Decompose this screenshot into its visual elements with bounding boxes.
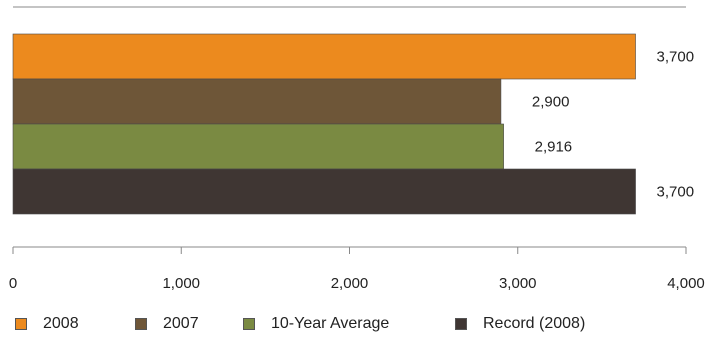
bar-2007	[12, 78, 502, 125]
x-tick-label: 3,000	[499, 275, 537, 292]
value-label: 2,916	[535, 139, 573, 156]
x-axis-ticks: 0 1,000 2,000 3,000 4,000	[9, 247, 705, 292]
legend-item: 10-Year Average	[243, 312, 389, 336]
legend-swatch	[243, 318, 255, 330]
x-tick-label: 1,000	[162, 275, 200, 292]
legend-label: 10-Year Average	[271, 315, 390, 332]
x-tick-label: 4,000	[667, 275, 705, 292]
legend-label: Record (2008)	[483, 315, 586, 332]
value-labels-group: 3,700 2,900 2,916 3,700	[532, 49, 694, 201]
x-tick-label: 2,000	[331, 275, 369, 292]
x-tick-label: 0	[9, 275, 17, 292]
bar-chart: 3,700 2,900 2,916 3,700 0 1,000 2,000 3,000 4,0…	[9, 6, 705, 292]
value-label: 2,900	[532, 94, 570, 111]
value-label: 3,700	[657, 49, 695, 66]
legend-swatch	[15, 318, 27, 330]
legend-label: 2008	[43, 315, 79, 332]
legend-item: 2007	[135, 312, 199, 336]
value-label: 3,700	[657, 184, 695, 201]
bar-2008	[12, 33, 636, 80]
bars-group	[12, 33, 636, 215]
legend-label: 2007	[163, 315, 199, 332]
legend-item: Record (2008)	[455, 312, 585, 336]
legend-swatch	[135, 318, 147, 330]
bar-record-2008	[12, 168, 636, 215]
legend: 2008 2007 10-Year Average Record (2008)	[0, 312, 713, 338]
legend-item: 2008	[15, 312, 79, 336]
bar-10-year-average	[12, 123, 504, 170]
legend-swatch	[455, 318, 467, 330]
